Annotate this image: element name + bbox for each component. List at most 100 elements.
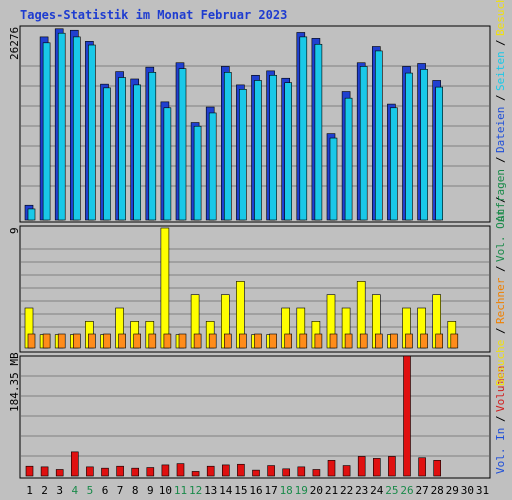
rechner-bar <box>359 333 368 349</box>
x-tick-label: 3 <box>56 484 63 497</box>
rechner-bar <box>73 333 81 349</box>
x-tick-label: 4 <box>71 484 78 497</box>
rechner-bar <box>299 333 308 349</box>
legend-label: Besuche <box>494 0 507 36</box>
rechner-bar <box>133 333 141 349</box>
middle-y-max-label: 9 <box>8 227 21 234</box>
seiten-bar <box>148 72 157 221</box>
volumen-bar <box>71 451 79 477</box>
x-tick-label: 22 <box>340 484 353 497</box>
rechner-bar <box>239 333 247 349</box>
rechner-bar <box>435 333 444 349</box>
volumen-bar <box>40 466 49 477</box>
legend-label: Besuche <box>494 340 507 386</box>
rechner-bar <box>103 333 111 349</box>
seiten-bar <box>224 72 232 221</box>
seiten-bar <box>208 112 217 221</box>
legend-label: / <box>494 327 507 334</box>
besuche-bar <box>160 227 170 349</box>
seiten-bar <box>359 66 368 221</box>
rechner-bar <box>193 333 202 349</box>
rechner-bar <box>254 333 262 349</box>
x-tick-label: 24 <box>370 484 384 497</box>
x-tick-label: 11 <box>174 484 187 497</box>
x-tick-label: 2 <box>41 484 48 497</box>
top-y-max-label: 26276 <box>8 27 21 60</box>
volumen-bar <box>388 456 396 477</box>
legend-label: Dateien <box>494 107 507 153</box>
x-tick-label: 18 <box>280 484 293 497</box>
rechner-bar <box>148 333 157 349</box>
legend-label: / <box>494 265 507 272</box>
seiten-bar <box>133 84 141 221</box>
middle-bars <box>24 227 459 349</box>
seiten-bar <box>314 43 323 221</box>
rechner-bar <box>420 333 428 349</box>
middle-grid <box>21 248 489 328</box>
volumen-bar <box>252 469 260 477</box>
rechner-bar <box>42 333 51 349</box>
volumen-bar <box>357 456 366 477</box>
x-tick-label: 30 <box>461 484 474 497</box>
middle-panel <box>19 225 491 353</box>
rechner-bar <box>390 333 398 349</box>
seiten-bar <box>390 107 398 221</box>
bottom-grid <box>21 375 489 457</box>
x-tick-label: 7 <box>117 484 124 497</box>
legend-label: Rechner <box>494 277 507 324</box>
seiten-bar <box>435 86 444 221</box>
x-tick-label: 13 <box>204 484 217 497</box>
legend-label: Volumen <box>494 366 507 412</box>
top-bars <box>24 28 444 221</box>
x-tick-label: 26 <box>400 484 413 497</box>
rechner-bar <box>224 333 232 349</box>
legend-label: / <box>494 415 507 422</box>
bottom-bars <box>25 355 442 477</box>
rechner-bar <box>450 333 459 349</box>
legend-label: Vol. In <box>494 428 507 474</box>
volumen-bar <box>282 468 291 477</box>
x-tick-label: 6 <box>102 484 109 497</box>
volumen-bar <box>55 469 64 477</box>
volumen-bar <box>25 465 34 477</box>
legend-label: / <box>494 196 507 203</box>
x-tick-label: 19 <box>295 484 308 497</box>
seiten-bar <box>299 36 308 221</box>
seiten-bar <box>57 32 66 221</box>
rechner-bar <box>27 333 36 349</box>
seiten-bar <box>374 50 383 221</box>
seiten-bar <box>344 97 353 221</box>
legend-label: / <box>494 94 507 101</box>
volumen-bar <box>86 466 94 477</box>
seiten-bar <box>239 89 247 221</box>
x-tick-label: 15 <box>234 484 247 497</box>
volumen-bar <box>312 469 321 477</box>
x-tick-label: 5 <box>87 484 94 497</box>
x-tick-label: 21 <box>325 484 338 497</box>
rechner-bar <box>88 333 96 349</box>
seiten-bar <box>178 68 187 221</box>
chart-title: Tages-Statistik im Monat Februar 2023 <box>20 8 287 22</box>
bottom-y-max-label: 184.35 MB <box>8 352 21 412</box>
volumen-bar <box>267 465 275 477</box>
legend-label: Seiten <box>494 51 507 91</box>
volumen-bar <box>131 467 139 477</box>
rechner-bar <box>284 333 293 349</box>
volumen-bar <box>237 463 245 477</box>
volumen-bar <box>433 460 442 477</box>
seiten-bar <box>269 74 277 221</box>
legend-label: Anfragen <box>494 169 507 222</box>
x-tick-label: 1 <box>26 484 33 497</box>
seiten-bar <box>163 107 172 221</box>
rechner-bar <box>314 333 323 349</box>
rechner-bar <box>374 333 383 349</box>
volumen-bar <box>146 467 155 477</box>
volumen-bar <box>176 463 185 477</box>
seiten-bar <box>88 44 96 221</box>
volumen-bar <box>116 465 124 477</box>
volumen-bar <box>418 457 426 477</box>
x-tick-label: 20 <box>310 484 323 497</box>
seiten-bar <box>420 69 428 221</box>
x-tick-label: 8 <box>132 484 139 497</box>
